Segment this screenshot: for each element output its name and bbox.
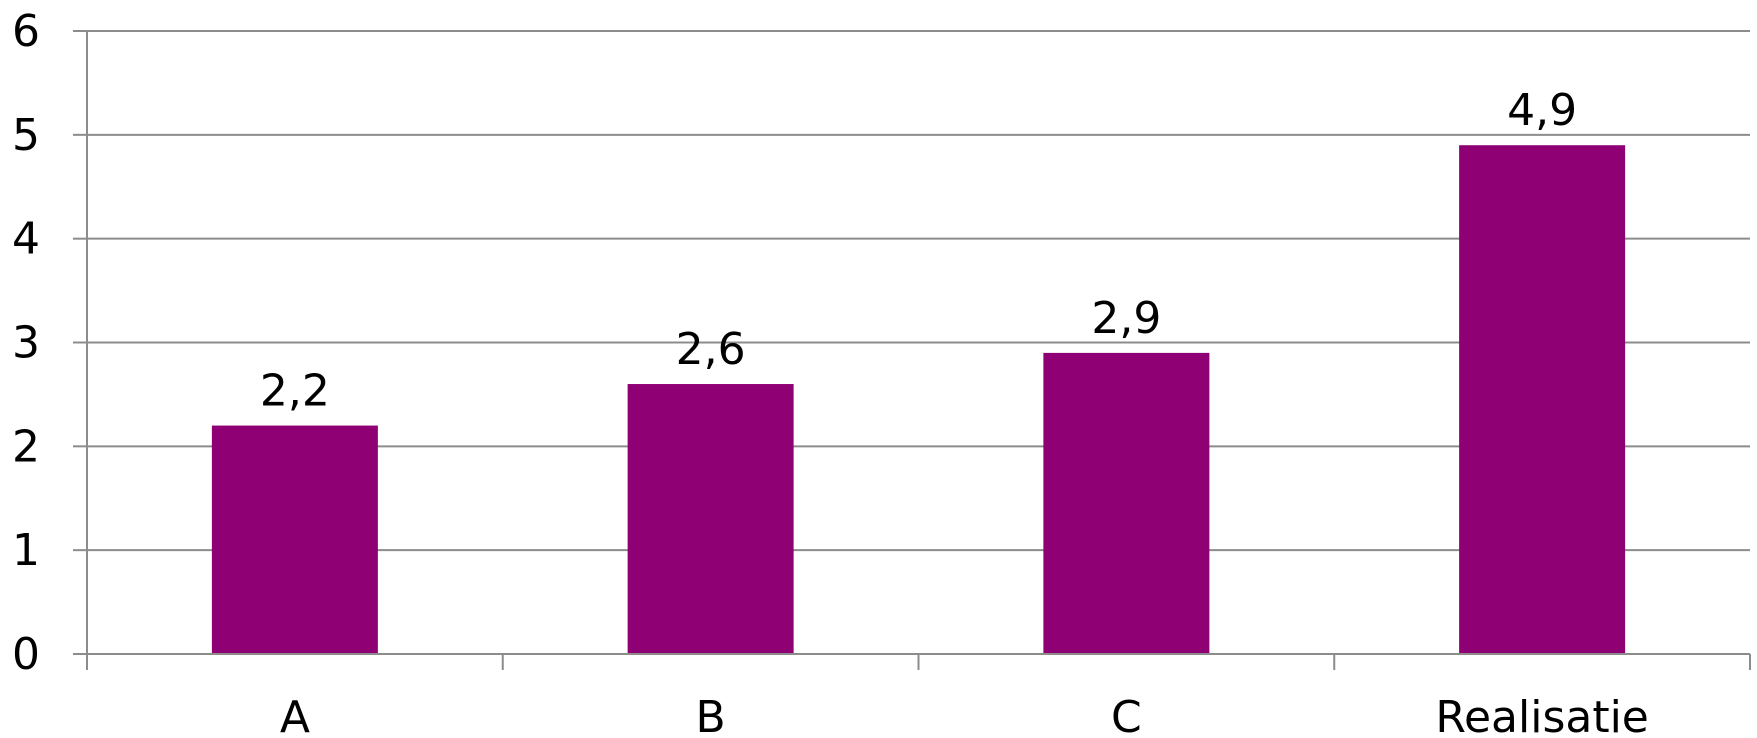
bars <box>211 145 1626 654</box>
y-tick-label: 6 <box>12 6 40 57</box>
bar-c <box>1043 352 1210 654</box>
data-label: 2,9 <box>1091 293 1161 344</box>
x-tick-label: Realisatie <box>1435 692 1649 738</box>
y-tick-label: 5 <box>12 110 40 161</box>
data-label: 4,9 <box>1507 85 1577 136</box>
labels: 0 1 2 3 4 5 6 2,2 A 2,6 B 2,9 C 4,9 Realisatie <box>12 6 1649 738</box>
axes <box>73 30 1751 670</box>
y-tick-label: 0 <box>12 629 40 680</box>
y-tick-label: 4 <box>12 214 40 265</box>
bar-b <box>627 384 794 654</box>
y-tick-label: 3 <box>12 318 40 369</box>
data-label: 2,2 <box>260 366 330 417</box>
data-label: 2,6 <box>676 324 746 375</box>
bar-realisatie <box>1459 145 1626 654</box>
x-tick-label: C <box>1111 692 1142 738</box>
y-tick-label: 1 <box>12 525 40 576</box>
x-tick-label: B <box>696 692 726 738</box>
y-tick-label: 2 <box>12 421 40 472</box>
x-tick-label: A <box>280 692 310 738</box>
bar-a <box>211 425 378 654</box>
